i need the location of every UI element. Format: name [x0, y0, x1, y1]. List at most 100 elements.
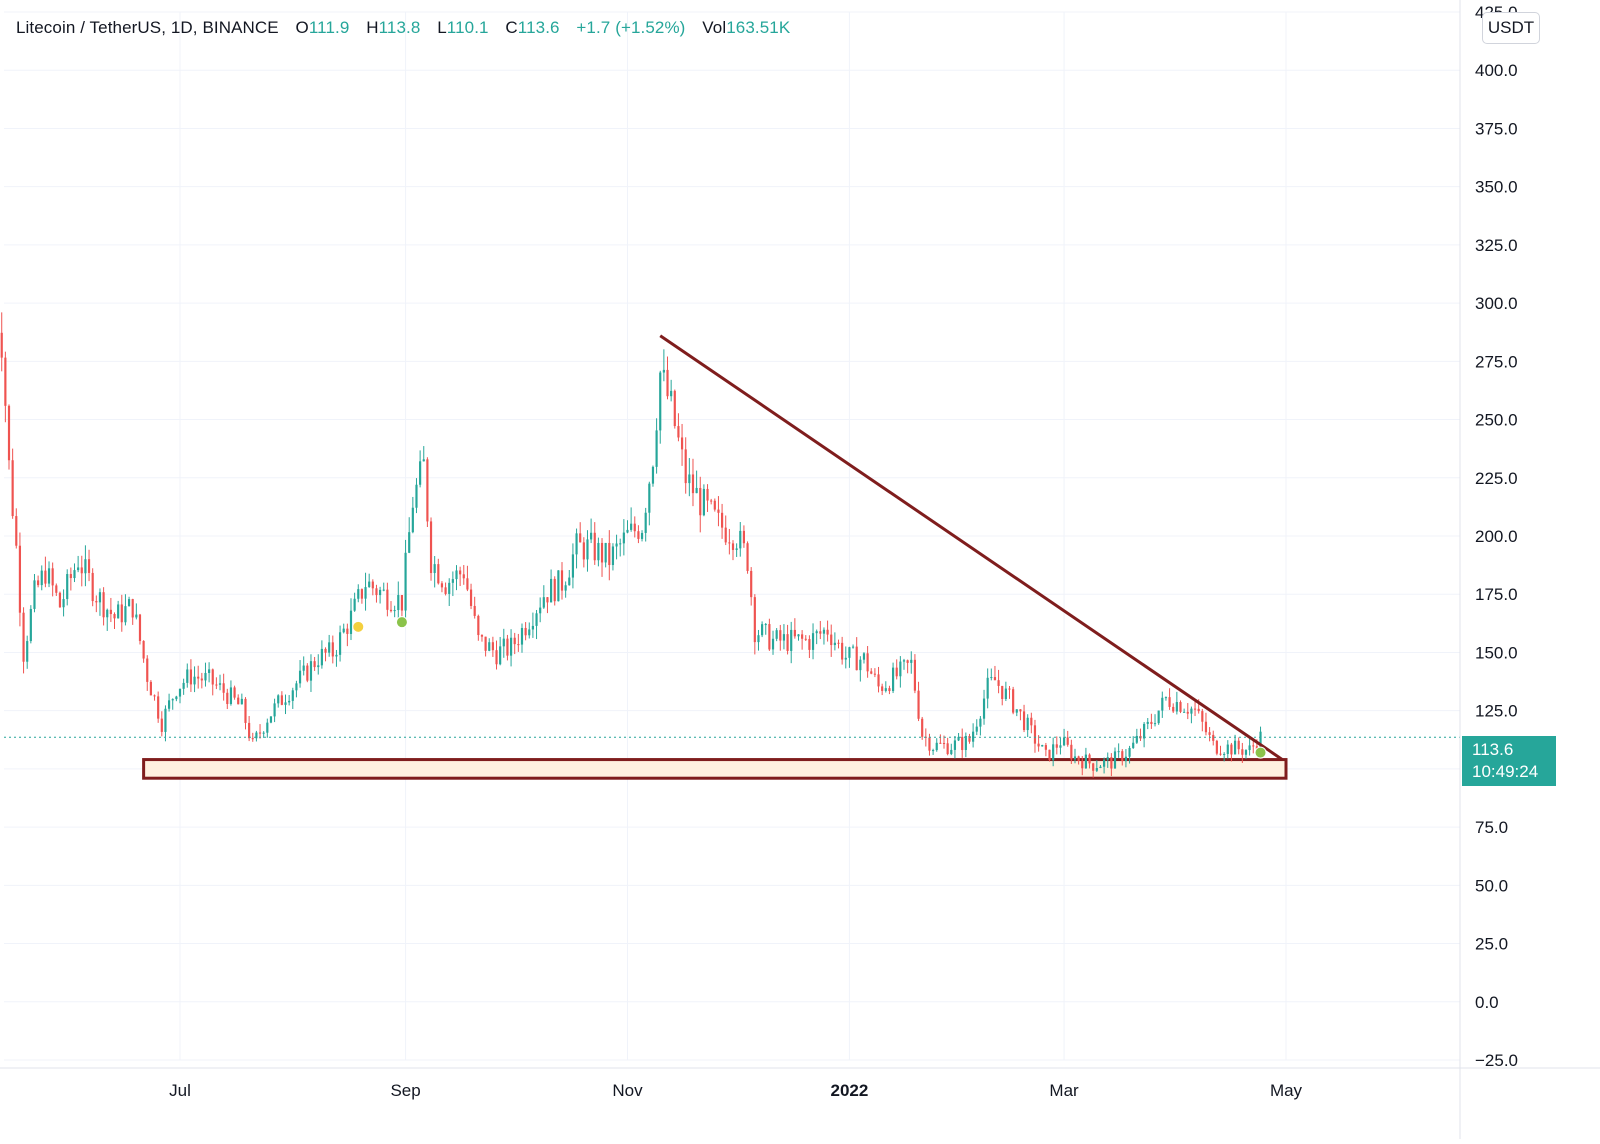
candle-body	[1204, 721, 1208, 733]
candle-body	[495, 650, 498, 665]
candle-body	[604, 542, 607, 563]
candle-body	[509, 637, 513, 656]
candle-body	[553, 578, 556, 602]
candle-body	[69, 574, 72, 579]
candle-body	[979, 718, 982, 727]
candle-body	[513, 637, 516, 645]
candle-body	[619, 543, 622, 545]
candlestick-series	[0, 312, 1262, 778]
candle-body	[404, 552, 407, 611]
support-zone-rect	[142, 758, 1288, 780]
y-tick-label: 275.0	[1475, 352, 1518, 371]
currency-unit-button[interactable]: USDT	[1482, 12, 1540, 44]
candle-body	[135, 614, 138, 618]
candle-body	[710, 500, 713, 502]
candle-body	[517, 644, 520, 646]
candle-body	[1150, 721, 1153, 725]
candle-body	[764, 624, 767, 626]
low-label: L	[437, 18, 447, 37]
candle-body	[841, 642, 844, 660]
candle-body	[317, 665, 320, 668]
candle-body	[586, 539, 589, 560]
candle-body	[1012, 689, 1015, 713]
candle-body	[957, 736, 960, 741]
candle-body	[506, 638, 509, 656]
candle-body	[1186, 711, 1189, 714]
candle-body	[488, 642, 491, 651]
candle-body	[149, 681, 152, 696]
candle-body	[444, 587, 447, 594]
symbol-legend: Litecoin / TetherUS, 1D, BINANCE O111.9 …	[16, 18, 790, 38]
candle-body	[1037, 743, 1040, 747]
candle-body	[695, 487, 698, 494]
candle-body	[364, 587, 367, 599]
candle-body	[451, 579, 454, 583]
candle-body	[771, 638, 775, 650]
candle-body	[524, 627, 527, 636]
candle-body	[160, 718, 163, 732]
candle-body	[109, 609, 112, 615]
candle-body	[360, 589, 363, 599]
candle-body	[1244, 750, 1248, 755]
candle-body	[630, 523, 633, 530]
candle-body	[531, 625, 534, 630]
candle-body	[921, 718, 924, 737]
candle-body	[1179, 702, 1182, 712]
candle-body	[371, 581, 374, 589]
candle-body	[786, 634, 789, 651]
candle-body	[950, 749, 953, 755]
candle-body	[520, 627, 524, 645]
candle-body	[477, 615, 480, 636]
candle-body	[1052, 744, 1055, 761]
candle-body	[848, 647, 851, 658]
candle-body	[47, 568, 51, 584]
candle-body	[1190, 708, 1193, 714]
candle-body	[33, 580, 36, 609]
candle-body	[379, 589, 382, 596]
candle-body	[389, 609, 393, 612]
candle-body	[844, 657, 847, 660]
candle-body	[717, 509, 720, 513]
candle-body	[106, 609, 109, 618]
candle-body	[968, 735, 971, 742]
candle-body	[131, 599, 134, 618]
x-tick-label: Jul	[169, 1081, 191, 1100]
candle-body	[448, 582, 451, 594]
candle-body	[859, 659, 862, 671]
candle-body	[1212, 734, 1215, 741]
candle-body	[782, 634, 786, 641]
candle-body	[502, 638, 505, 647]
candle-body	[240, 698, 243, 705]
candle-body	[80, 567, 83, 574]
candle-body	[1110, 757, 1113, 769]
volume-label: Vol	[702, 18, 727, 37]
candle-body	[1132, 742, 1135, 748]
candle-body	[368, 581, 371, 588]
candle-body	[939, 742, 942, 744]
candle-body	[87, 559, 91, 573]
signal-marker-dot	[352, 620, 365, 633]
x-tick-label: May	[1270, 1081, 1303, 1100]
candle-body	[469, 589, 473, 606]
candle-body	[193, 676, 196, 685]
candle-body	[353, 598, 356, 611]
candle-body	[1193, 708, 1197, 710]
candle-body	[422, 459, 425, 462]
candle-body	[117, 604, 120, 619]
candle-body	[815, 631, 818, 634]
candle-body	[826, 629, 829, 635]
candle-body	[288, 700, 291, 703]
candle-body	[102, 592, 105, 618]
candle-body	[1099, 766, 1102, 769]
candle-body	[298, 670, 302, 684]
y-tick-label: 325.0	[1475, 236, 1518, 255]
candle-body	[437, 564, 440, 584]
candle-body	[1252, 745, 1255, 747]
candle-body	[1175, 702, 1178, 712]
candle-body	[1248, 745, 1251, 751]
candle-body	[699, 487, 702, 516]
candle-body	[175, 696, 178, 700]
candle-body	[1208, 732, 1211, 735]
